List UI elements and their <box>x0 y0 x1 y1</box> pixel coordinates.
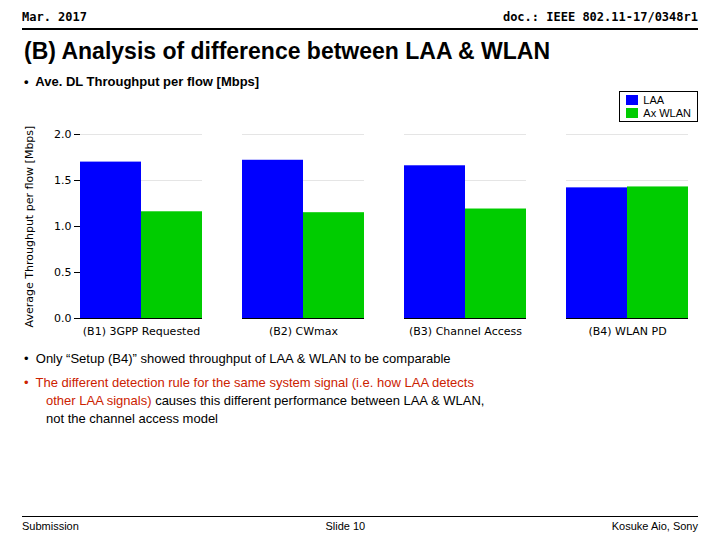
html-text:LAA: LAA <box>643 94 665 106</box>
svg-text:0.5: 0.5 <box>54 266 72 279</box>
html-text:• Ave. DL Throughput per flow: • Ave. DL Throughput per flow [Mbps] <box>24 74 260 89</box>
svg-text:0.0: 0.0 <box>54 312 72 325</box>
svg-text:2.0: 2.0 <box>54 128 72 141</box>
html-text:other LAA signals) causes this: other LAA signals) causes this different… <box>46 393 485 408</box>
html-text:(B) Analysis of difference bet: (B) Analysis of difference between LAA &… <box>24 38 551 64</box>
html-text:Mar. 2017: Mar. 2017 <box>22 10 87 24</box>
html-text:Slide 10: Slide 10 <box>325 520 366 532</box>
svg-text:(B3) Channel Access: (B3) Channel Access <box>409 325 522 338</box>
html-text:• Only “Setup (B4)” showed thr: • Only “Setup (B4)” showed throughput of… <box>24 351 451 366</box>
svg-text:1.0: 1.0 <box>54 220 72 233</box>
svg-text:1.5: 1.5 <box>54 174 72 187</box>
html-text:Ax WLAN: Ax WLAN <box>643 107 691 119</box>
html-text:• The different detection rule: • The different detection rule for the s… <box>24 375 474 390</box>
svg-text:(B2) CWmax: (B2) CWmax <box>269 325 339 338</box>
svg-text:Average Throughput per flow [M: Average Throughput per flow [Mbps] <box>23 126 36 328</box>
html-text:Kosuke Aio, Sony: Kosuke Aio, Sony <box>611 520 698 532</box>
svg-text:(B1) 3GPP Requested: (B1) 3GPP Requested <box>83 325 200 338</box>
html-text:doc.: IEEE 802.11-17/0348r1: doc.: IEEE 802.11-17/0348r1 <box>502 10 698 24</box>
html-text:Submission: Submission <box>22 520 79 532</box>
html-text:not the channel access model: not the channel access model <box>46 411 218 426</box>
svg-text:(B4) WLAN PD: (B4) WLAN PD <box>588 325 666 338</box>
